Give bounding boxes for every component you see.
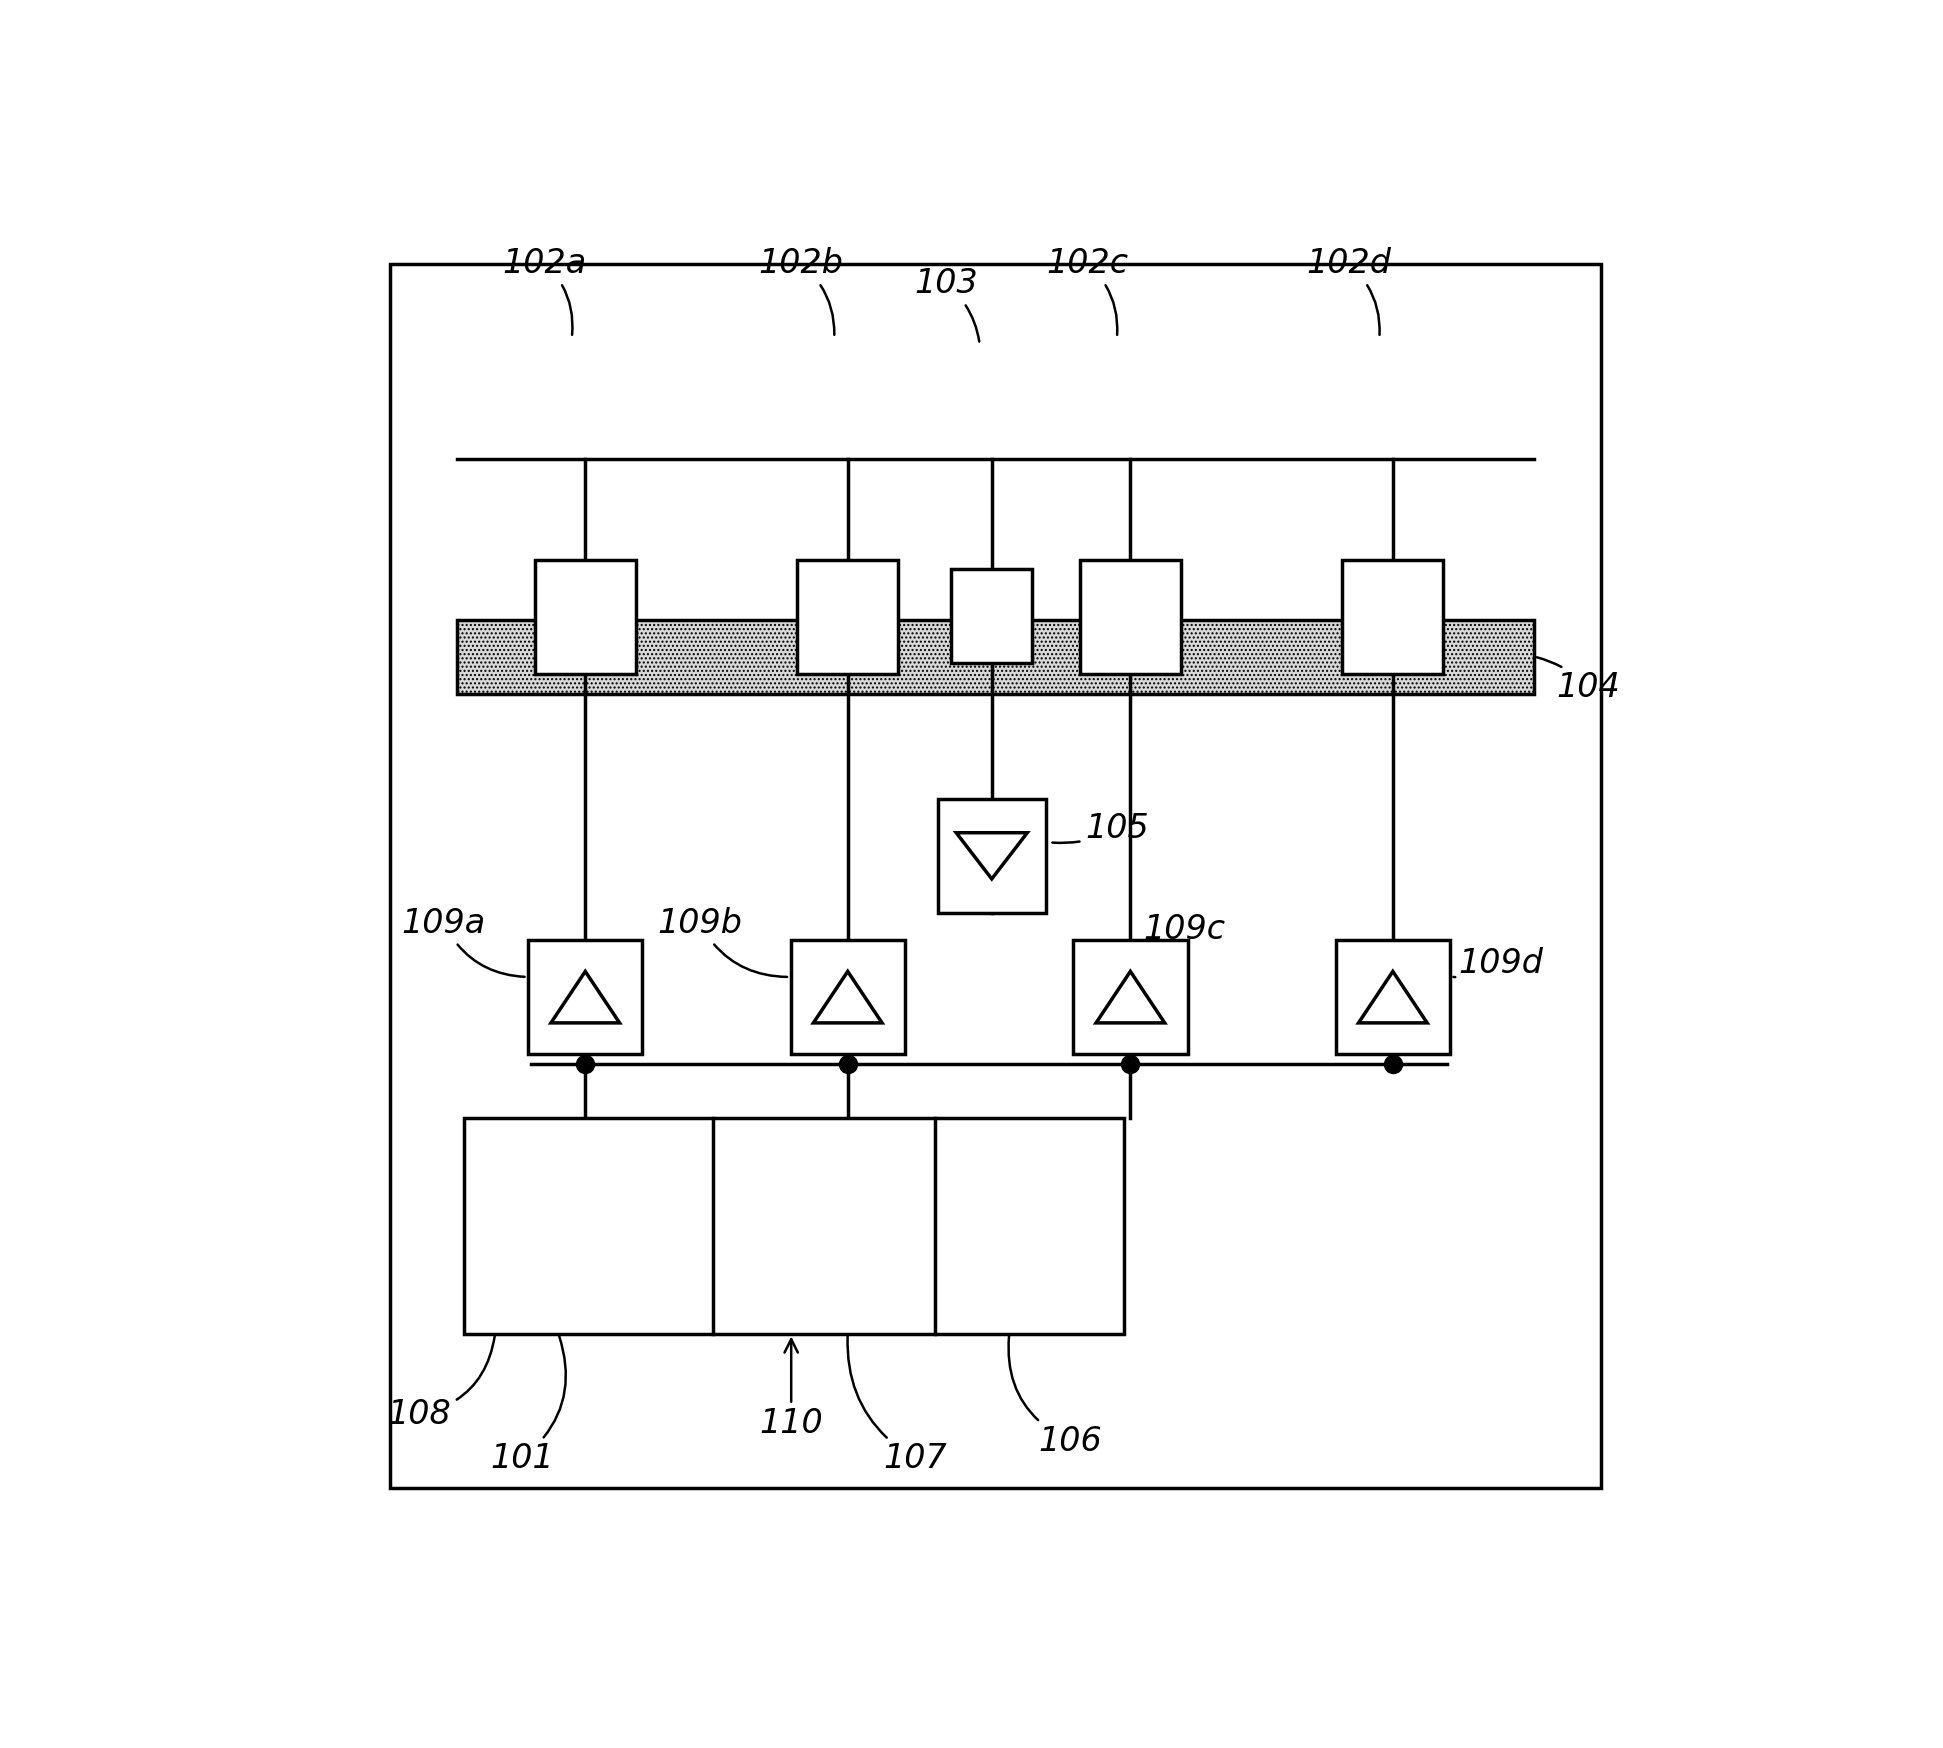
Bar xyxy=(797,559,898,675)
Text: 104: 104 xyxy=(1537,657,1620,704)
Bar xyxy=(528,940,643,1054)
Text: 109d: 109d xyxy=(1453,947,1543,981)
Text: 101: 101 xyxy=(490,1335,565,1475)
Text: 102c: 102c xyxy=(1045,246,1129,336)
Bar xyxy=(464,1119,1123,1334)
Text: 109a: 109a xyxy=(402,907,525,977)
Bar xyxy=(457,621,1535,694)
Bar xyxy=(1343,559,1444,675)
Text: 109b: 109b xyxy=(657,907,787,977)
Bar xyxy=(1073,940,1187,1054)
Bar xyxy=(791,940,905,1054)
Text: 107: 107 xyxy=(847,1337,946,1475)
Text: 102b: 102b xyxy=(758,246,843,336)
Text: 108: 108 xyxy=(389,1337,495,1432)
Bar xyxy=(952,570,1032,662)
Text: 106: 106 xyxy=(1008,1337,1102,1458)
Bar xyxy=(1335,940,1449,1054)
Bar xyxy=(1080,559,1181,675)
Text: 102d: 102d xyxy=(1306,246,1391,336)
Text: 103: 103 xyxy=(913,267,979,341)
Bar xyxy=(534,559,635,675)
Bar xyxy=(938,799,1045,912)
Text: 105: 105 xyxy=(1053,813,1148,846)
Text: 110: 110 xyxy=(760,1339,824,1440)
Text: 109c: 109c xyxy=(1076,914,1226,979)
Text: 102a: 102a xyxy=(503,246,587,336)
